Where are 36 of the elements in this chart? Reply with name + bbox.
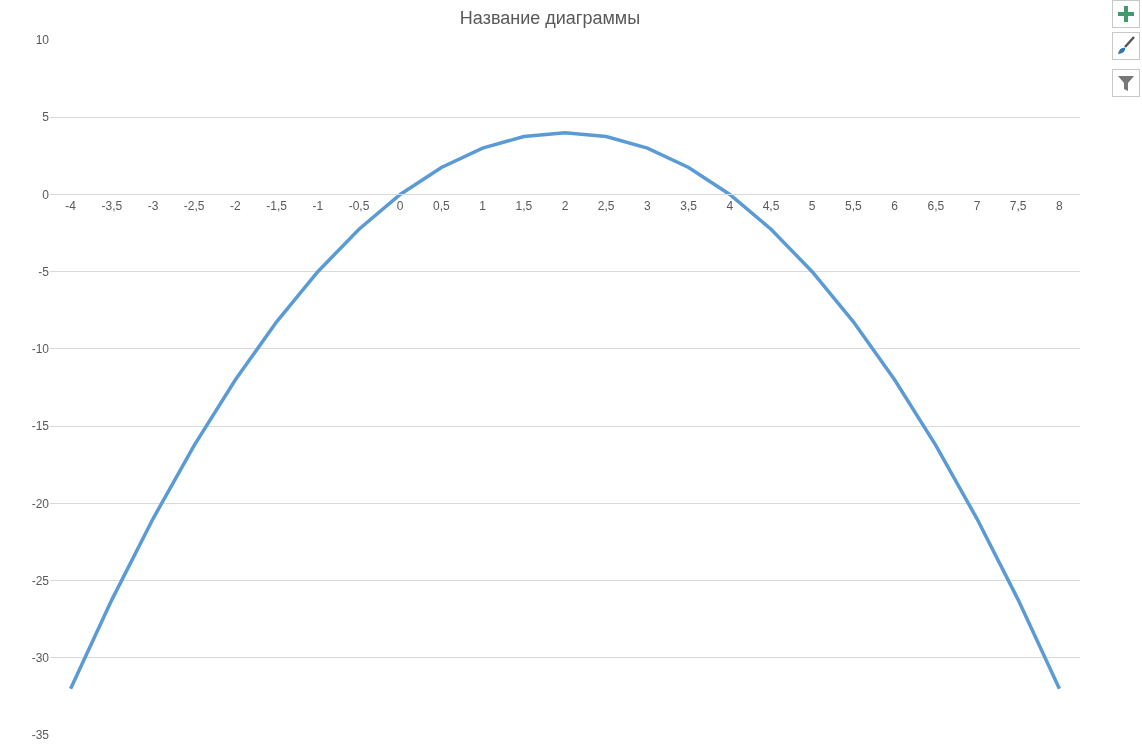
x-tick-label: 0 bbox=[396, 198, 404, 213]
x-tick-label: 3 bbox=[644, 198, 652, 213]
y-tick-label: 0 bbox=[42, 187, 50, 202]
y-tick-label: -35 bbox=[31, 728, 50, 743]
x-tick-label: 4 bbox=[726, 198, 734, 213]
y-tick-label: -30 bbox=[31, 650, 50, 665]
x-tick-label: 6,5 bbox=[927, 198, 945, 213]
y-tick-label: -20 bbox=[31, 496, 50, 511]
y-tick-label: -10 bbox=[31, 342, 50, 357]
x-tick-label: -4 bbox=[65, 198, 77, 213]
x-tick-label: 7,5 bbox=[1009, 198, 1027, 213]
x-tick-label: 1,5 bbox=[515, 198, 533, 213]
x-tick-label: 2,5 bbox=[597, 198, 615, 213]
x-tick-label: 5,5 bbox=[845, 198, 863, 213]
x-tick-label: -1 bbox=[312, 198, 324, 213]
y-tick-label: 5 bbox=[42, 110, 50, 125]
x-tick-label: 6 bbox=[891, 198, 899, 213]
x-tick-label: 7 bbox=[973, 198, 981, 213]
x-tick-label: -2,5 bbox=[183, 198, 205, 213]
x-tick-label: -2 bbox=[230, 198, 242, 213]
x-tick-label: -1,5 bbox=[266, 198, 288, 213]
x-tick-label: 1 bbox=[479, 198, 487, 213]
x-tick-label: 4,5 bbox=[762, 198, 780, 213]
x-tick-label: 3,5 bbox=[680, 198, 698, 213]
x-tick-label: 2 bbox=[561, 198, 569, 213]
y-tick-label: -15 bbox=[31, 419, 50, 434]
x-tick-label: -3,5 bbox=[101, 198, 123, 213]
y-tick-label: -5 bbox=[38, 264, 50, 279]
y-tick-label: 10 bbox=[35, 33, 50, 48]
x-tick-label: -0,5 bbox=[348, 198, 370, 213]
y-tick-label: -25 bbox=[31, 573, 50, 588]
chart-title: Название диаграммы bbox=[459, 7, 641, 28]
x-tick-label: 5 bbox=[808, 198, 816, 213]
x-tick-label: 8 bbox=[1056, 198, 1064, 213]
x-tick-label: 0,5 bbox=[433, 198, 451, 213]
x-tick-label: -3 bbox=[147, 198, 159, 213]
